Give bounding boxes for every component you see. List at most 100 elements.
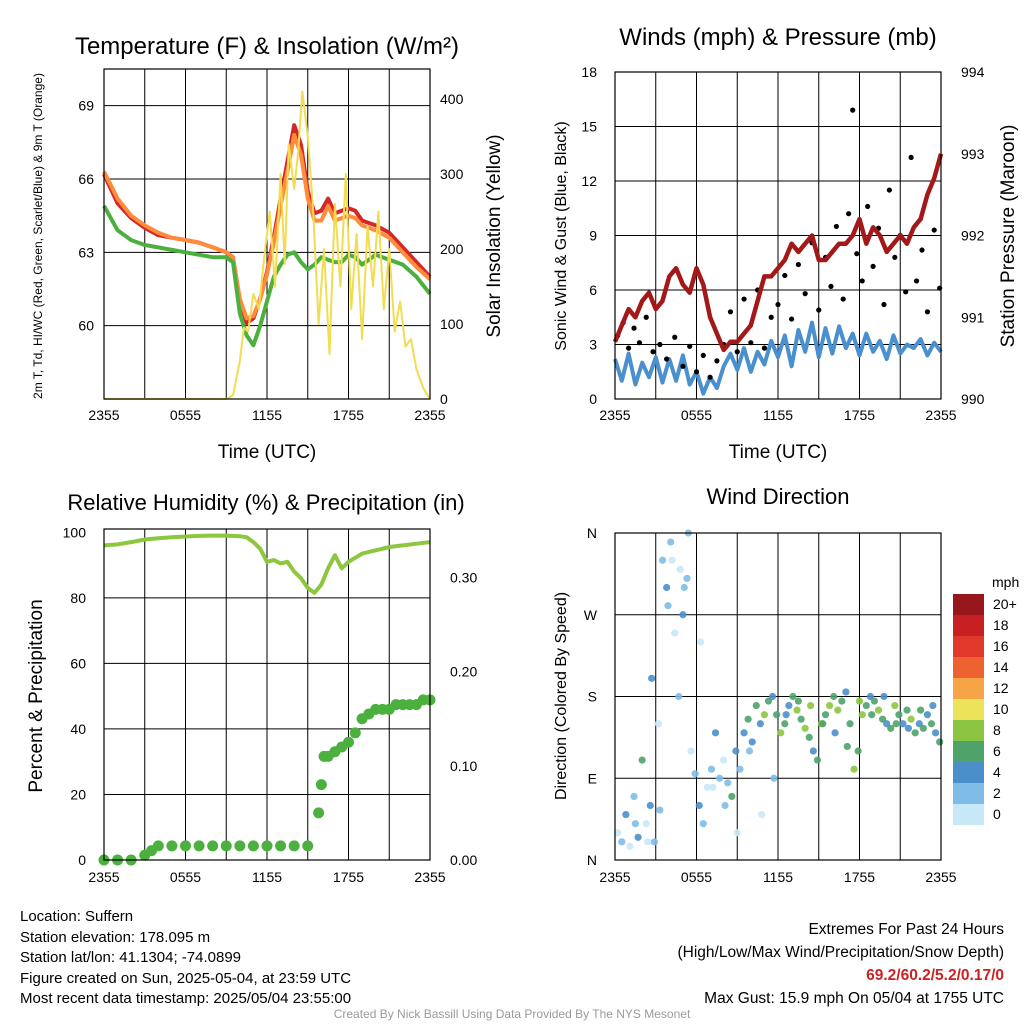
- direction-point: [760, 711, 769, 719]
- direction-point: [654, 720, 663, 728]
- y-tick-label: 12: [581, 173, 597, 189]
- x-tick-label: 1755: [844, 407, 875, 423]
- legend-swatch: [953, 678, 984, 699]
- direction-point: [695, 801, 703, 810]
- gust-point: [657, 341, 663, 348]
- direction-point: [740, 729, 748, 737]
- precipitation-point: [261, 840, 273, 852]
- direction-point: [854, 747, 862, 755]
- direction-title: Wind Direction: [706, 484, 849, 509]
- winds-ylabel-right: Station Pressure (Maroon): [998, 125, 1019, 348]
- direction-point: [644, 838, 652, 846]
- direction-point: [826, 701, 834, 710]
- direction-point: [846, 720, 854, 728]
- x-tick-label: 0555: [681, 869, 712, 885]
- station-info: Location: Suffern Station elevation: 178…: [20, 907, 351, 1010]
- gust-point: [707, 374, 713, 380]
- y-tick-label: N: [587, 852, 597, 868]
- direction-point: [648, 674, 656, 682]
- legend-label: 16: [993, 638, 1009, 654]
- credit-text: Created By Nick Bassill Using Data Provi…: [333, 1007, 691, 1021]
- gust-point: [625, 345, 632, 351]
- legend-label: 0: [993, 806, 1001, 822]
- location-text: Location: Suffern: [20, 908, 134, 925]
- direction-point: [703, 783, 711, 791]
- latlon-text: Station lat/lon: 41.1304; -74.0899: [20, 949, 242, 966]
- precipitation-point: [152, 840, 164, 852]
- y2-tick-label: 200: [440, 241, 464, 257]
- y-tick-label: 80: [70, 590, 86, 606]
- direction-point: [679, 611, 687, 619]
- plot-frame: [614, 71, 942, 400]
- gust-point: [643, 314, 649, 320]
- legend-swatch: [953, 741, 984, 762]
- y-tick-label: S: [588, 689, 597, 705]
- legend-swatch: [953, 636, 984, 657]
- precipitation-point: [349, 727, 361, 739]
- direction-point: [768, 692, 777, 701]
- extremes-subtitle: (High/Low/Max Wind/Precipitation/Snow De…: [677, 944, 1005, 961]
- grid-lines: [615, 72, 941, 399]
- humidity-ylabel: Percent & Precipitation: [26, 599, 47, 792]
- direction-point: [929, 701, 937, 710]
- direction-point: [658, 556, 667, 564]
- precipitation-point: [180, 840, 191, 852]
- y2-tick-label: 400: [440, 91, 464, 107]
- 9m-t-line: [102, 133, 432, 321]
- y2-tick-label: 992: [961, 228, 985, 244]
- precipitation-point: [302, 840, 314, 852]
- y2-tick-label: 991: [961, 309, 985, 325]
- direction-point: [831, 729, 839, 737]
- direction-point: [850, 765, 858, 773]
- precipitation-point: [313, 807, 325, 819]
- direction-point: [807, 701, 815, 710]
- station-pressure-line: [612, 153, 944, 353]
- x-tick-label: 2355: [599, 407, 630, 423]
- gust-point: [870, 263, 876, 269]
- legend-swatch: [953, 762, 984, 783]
- y-tick-label: N: [587, 525, 597, 541]
- direction-point: [709, 783, 717, 791]
- direction-point: [907, 715, 915, 723]
- legend-label: 6: [993, 743, 1001, 759]
- direction-point: [834, 706, 842, 714]
- y-tick-label: 18: [581, 64, 597, 80]
- direction-point: [805, 733, 813, 741]
- x-tick-label: 2355: [599, 869, 630, 885]
- direction-point: [626, 842, 634, 850]
- direction-point: [683, 574, 691, 583]
- gust-point: [672, 334, 678, 340]
- created-text: Figure created on Sun, 2025-05-04, at 23…: [20, 969, 352, 987]
- y2-tick-label: 993: [961, 146, 985, 162]
- gust-point: [892, 254, 898, 260]
- gust-point: [886, 187, 892, 193]
- direction-point: [696, 638, 705, 646]
- gust-point: [693, 369, 700, 375]
- y2-tick-label: 0: [440, 391, 448, 407]
- gust-point: [650, 349, 656, 355]
- direction-point: [622, 810, 630, 819]
- gust-point: [727, 309, 734, 315]
- direction-point: [895, 711, 903, 719]
- extremes-title: Extremes For Past 24 Hours: [808, 921, 1004, 938]
- x-tick-label: 2355: [88, 407, 119, 423]
- direction-point: [650, 838, 658, 846]
- direction-point: [911, 729, 919, 737]
- y-tick-label: 0: [78, 852, 86, 868]
- winds-xlabel: Time (UTC): [729, 442, 828, 463]
- direction-point: [868, 711, 876, 719]
- plot-frame: [103, 68, 431, 400]
- direction-point: [919, 724, 927, 732]
- relative-humidity-line: [103, 533, 431, 595]
- elevation-text: Station elevation: 178.095 m: [20, 928, 211, 946]
- direction-point: [801, 724, 809, 732]
- gust-point: [636, 340, 643, 346]
- plot-frame: [103, 528, 431, 861]
- direction-point: [618, 838, 626, 846]
- gust-point: [775, 301, 781, 308]
- y2-tick-label: 0.10: [450, 758, 477, 774]
- direction-point: [728, 792, 736, 801]
- legend-swatch: [953, 699, 984, 720]
- y-tick-label: 20: [70, 786, 86, 802]
- legend-swatch: [953, 783, 984, 804]
